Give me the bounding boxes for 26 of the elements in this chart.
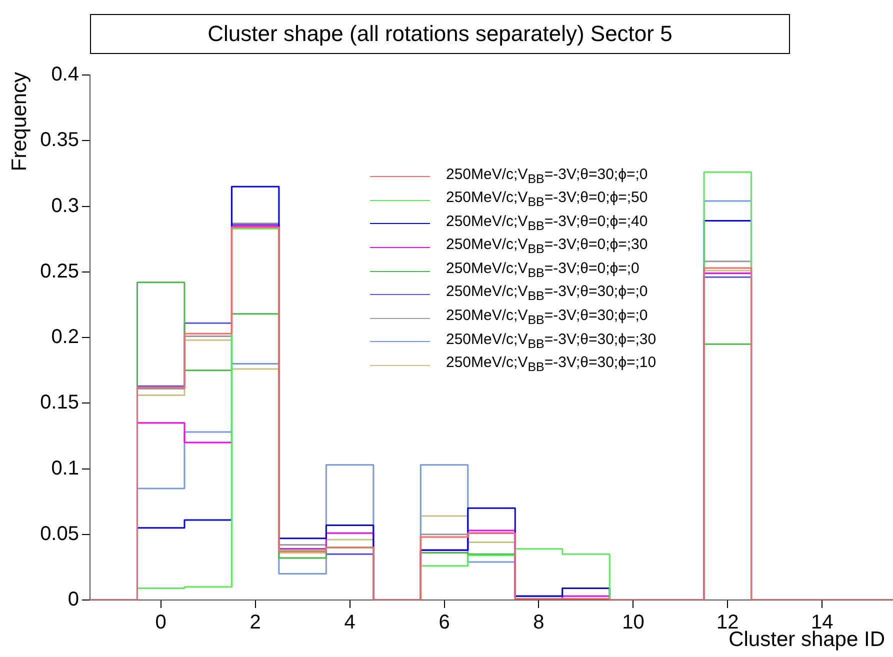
x-tick-label: 4 xyxy=(344,612,356,634)
legend-label: 250MeV/c;V$_{BB}$=-3V;θ=0;ϕ=;50 xyxy=(446,189,648,210)
x-tick-label: 2 xyxy=(250,612,261,634)
legend-label: 250MeV/c;V$_{BB}$=-3V;θ=0;ϕ=;0 xyxy=(446,260,640,280)
y-tick-label: 0.05 xyxy=(40,522,79,545)
chart-title: Cluster shape (all rotations separately) Sector 5 xyxy=(90,14,790,54)
y-tick-label: 0.4 xyxy=(51,64,79,86)
y-tick-label: 0.15 xyxy=(40,392,79,414)
legend-label: 250MeV/c;V$_{BB}$=-3V;θ=0;ϕ=;30 xyxy=(446,236,648,256)
y-tick-label: 0.1 xyxy=(51,457,79,480)
legend-label: 250MeV/c;V$_{BB}$=-3V;θ=0;ϕ=;40 xyxy=(446,212,648,233)
legend-label: 250MeV/c;V$_{BB}$=-3V;θ=30;ϕ=;0 xyxy=(446,166,648,186)
y-axis-title: Frequency xyxy=(8,72,32,172)
y-tick-label: 0.25 xyxy=(40,260,79,282)
x-tick-label: 8 xyxy=(533,612,544,634)
y-tick-label: 0 xyxy=(68,588,79,611)
x-tick-label: 6 xyxy=(438,612,450,634)
legend-label: 250MeV/c;V$_{BB}$=-3V;θ=30;ϕ=;0 xyxy=(446,307,648,328)
legend-label: 250MeV/c;V$_{BB}$=-3V;θ=30;ϕ=;30 xyxy=(446,330,656,351)
x-tick-label: 10 xyxy=(622,612,644,634)
y-tick-label: 0.2 xyxy=(51,326,79,348)
y-tick-label: 0.35 xyxy=(40,129,79,152)
legend-label: 250MeV/c;V$_{BB}$=-3V;θ=30;ϕ=;0 xyxy=(446,283,648,304)
x-tick-label: 0 xyxy=(155,612,166,634)
y-tick-label: 0.3 xyxy=(51,194,79,217)
legend-label: 250MeV/c;V$_{BB}$=-3V;θ=30;ϕ=;10 xyxy=(446,353,656,376)
